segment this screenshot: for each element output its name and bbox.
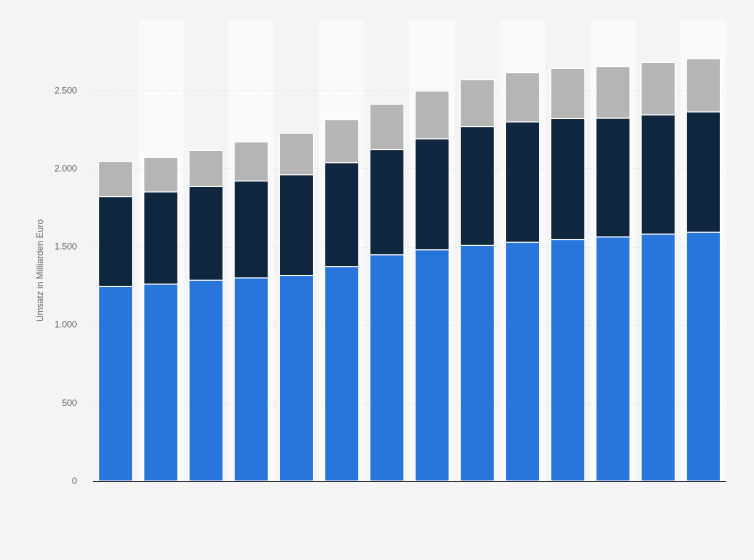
bar-segment-series-1[interactable]: [595, 236, 631, 482]
bar-segment-series-2[interactable]: [505, 121, 541, 243]
bar-segment-series-1[interactable]: [98, 285, 134, 482]
y-tick-label: 1.000: [54, 320, 77, 330]
bar-segment-series-2[interactable]: [685, 111, 721, 233]
bar-segment-series-1[interactable]: [369, 254, 405, 482]
bar-segment-series-3[interactable]: [369, 103, 405, 151]
y-tick-labels: 0 500 1.000 1.500 2.000 2.500: [54, 85, 77, 486]
y-tick-label: 2.500: [54, 85, 77, 95]
y-tick-label: 2.000: [54, 163, 77, 173]
bar-segment-series-3[interactable]: [685, 58, 721, 113]
bar-segment-series-2[interactable]: [143, 191, 179, 285]
bar-segment-series-3[interactable]: [459, 79, 495, 128]
bar-segment-series-2[interactable]: [550, 117, 586, 241]
bar-segment-series-1[interactable]: [278, 275, 314, 482]
bar-segment-series-1[interactable]: [324, 266, 360, 482]
bar-segment-series-2[interactable]: [98, 196, 134, 287]
column-bands: [93, 20, 726, 481]
bar-segment-series-2[interactable]: [278, 174, 314, 277]
bar-segment-series-3[interactable]: [550, 67, 586, 119]
bar-segment-series-2[interactable]: [324, 162, 360, 268]
bar-segment-series-2[interactable]: [369, 149, 405, 256]
bar-segment-series-2[interactable]: [640, 114, 676, 235]
bar-segment-series-1[interactable]: [233, 277, 269, 482]
bar-segment-series-3[interactable]: [640, 62, 676, 116]
bar-segment-series-3[interactable]: [143, 157, 179, 193]
bar-segment-series-2[interactable]: [595, 117, 631, 238]
bar-segment-series-1[interactable]: [414, 249, 450, 482]
bar-segment-series-3[interactable]: [505, 72, 541, 123]
bar-segment-series-3[interactable]: [324, 119, 360, 164]
y-tick-label: 1.500: [54, 242, 77, 252]
bar-segment-series-3[interactable]: [188, 149, 224, 187]
bar-segment-series-3[interactable]: [414, 90, 450, 140]
bar-segment-series-2[interactable]: [233, 180, 269, 279]
bar-segment-series-1[interactable]: [459, 244, 495, 482]
bar-segment-series-2[interactable]: [414, 138, 450, 251]
bar-segment-series-2[interactable]: [188, 185, 224, 281]
bar-segment-series-1[interactable]: [685, 231, 721, 482]
bar-segment-series-3[interactable]: [98, 160, 134, 198]
bar-segment-series-3[interactable]: [233, 141, 269, 182]
bar-segment-series-1[interactable]: [640, 233, 676, 482]
y-tick-label: 0: [72, 476, 77, 486]
y-axis-title: Umsatz in Milliarden Euro: [35, 219, 45, 322]
bar-segment-series-2[interactable]: [459, 126, 495, 246]
y-tick-label: 500: [62, 398, 77, 408]
bar-segment-series-3[interactable]: [278, 132, 314, 176]
bar-segment-series-1[interactable]: [188, 279, 224, 482]
bar-segment-series-1[interactable]: [550, 239, 586, 482]
bar-segment-series-1[interactable]: [505, 241, 541, 482]
bar-segment-series-1[interactable]: [143, 283, 179, 482]
bar-segment-series-3[interactable]: [595, 66, 631, 119]
